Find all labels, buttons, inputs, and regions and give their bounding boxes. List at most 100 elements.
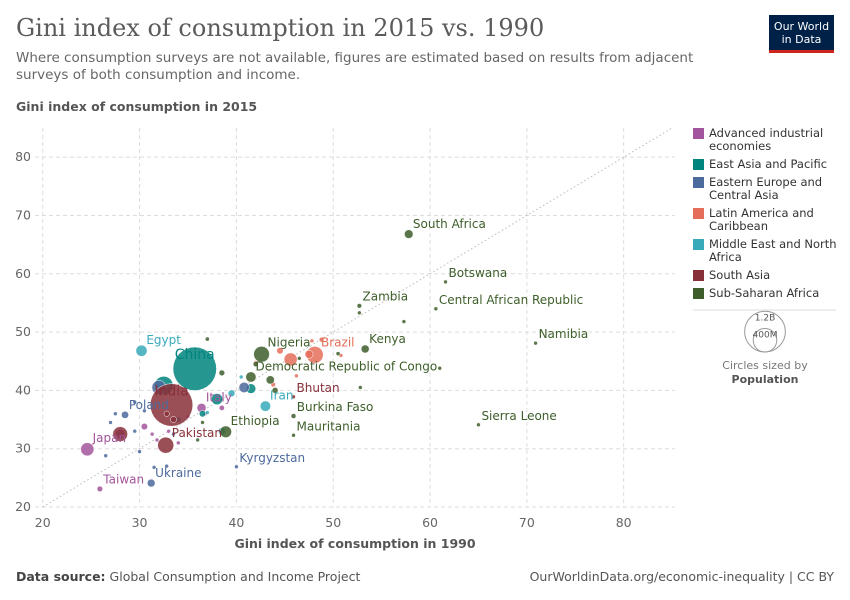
y-axis-title: Gini index of consumption in 2015 (16, 99, 257, 114)
bubble (401, 319, 407, 324)
bubble (80, 442, 95, 457)
bubble (252, 361, 259, 368)
bubble (360, 344, 370, 354)
bubble (265, 375, 275, 385)
y-tick-label: 40 (15, 382, 31, 397)
bubble (142, 408, 147, 414)
bubble (132, 399, 137, 405)
bubble (112, 426, 128, 442)
point-label: Poland (129, 398, 169, 412)
legend-item[interactable]: South Asia (693, 269, 843, 282)
point-label: Egypt (146, 333, 181, 347)
bubble (195, 437, 200, 443)
footer-source: Data source: Global Consumption and Inco… (16, 569, 360, 584)
point-label: Botswana (449, 266, 508, 280)
bubble (234, 464, 239, 470)
bubble (96, 485, 103, 492)
size-legend-circle (752, 327, 778, 353)
bubble (294, 373, 299, 379)
legend-item[interactable]: Advanced industrial economies (693, 127, 843, 153)
bubble (121, 410, 129, 419)
bubble (238, 382, 250, 393)
bubble (227, 389, 236, 397)
point-label: Italy (206, 391, 232, 405)
bubble (205, 410, 210, 415)
logo-line: in Data (781, 33, 822, 46)
size-legend-title: Circles sized by (722, 359, 808, 372)
bubble (113, 411, 118, 416)
bubble (149, 383, 194, 427)
x-tick-label: 20 (35, 515, 51, 530)
bubble (103, 453, 108, 458)
chart-title: Gini index of consumption in 2015 vs. 19… (16, 14, 545, 42)
size-legend-label: 1.2B (755, 313, 776, 323)
chart-subtitle: Where consumption surveys are not availa… (16, 50, 694, 83)
logo-line: Our World (773, 20, 830, 33)
point-label: Ethiopia (231, 414, 280, 428)
bubble (283, 352, 298, 367)
bubble (238, 374, 244, 380)
point-label: Kenya (369, 332, 406, 346)
logo[interactable]: Our World in Data (769, 15, 834, 53)
point-label: Zambia (363, 290, 409, 304)
source-label: Data source: (16, 569, 106, 584)
bubble (297, 356, 302, 361)
legend-item[interactable]: Eastern Europe and Central Asia (693, 176, 843, 202)
legend-item[interactable]: Sub-Saharan Africa (693, 287, 843, 300)
size-legend-label: 400M (753, 330, 778, 340)
bubble (433, 306, 439, 312)
bubble (290, 413, 297, 419)
bubble (149, 431, 155, 437)
bubble (443, 279, 448, 285)
point-label: Namibia (539, 327, 589, 341)
legend-item[interactable]: Latin America and Caribbean (693, 207, 843, 233)
legend-label: South Asia (709, 268, 771, 282)
bubble (271, 387, 279, 394)
bubble (358, 385, 363, 390)
bubble (318, 336, 325, 343)
legend-swatch (693, 239, 704, 250)
source: Global Consumption and Income Project (109, 569, 361, 584)
bubble (245, 371, 257, 383)
bubble (218, 369, 225, 377)
x-tick-label: 40 (228, 515, 244, 530)
bubble (291, 394, 296, 400)
point-label: Mauritania (297, 419, 361, 433)
bubble (437, 365, 442, 371)
legend-swatch (693, 270, 704, 281)
y-tick-label: 20 (15, 499, 31, 514)
bubble (135, 344, 148, 357)
point-label: Bhutan (297, 381, 340, 395)
legend-label: Advanced industrial economies (709, 126, 824, 153)
bubble (291, 433, 296, 438)
point-label: Pakistan (172, 426, 222, 440)
point-label: Kyrgyzstan (239, 451, 305, 465)
bubble (137, 449, 142, 454)
x-tick-label: 50 (325, 515, 341, 530)
bubble (404, 229, 414, 239)
bubble (176, 440, 181, 446)
y-tick-label: 50 (15, 324, 31, 339)
legend-label: East Asia and Pacific (709, 157, 828, 171)
bubble (157, 436, 175, 454)
y-tick-label: 60 (15, 266, 31, 281)
point-label: India (154, 383, 188, 399)
legend-item[interactable]: Middle East and North Africa (693, 238, 843, 264)
y-tick-label: 80 (15, 149, 31, 164)
bubble (200, 420, 205, 425)
point-label: Brazil (321, 336, 355, 350)
legend-label: Sub-Saharan Africa (709, 286, 820, 300)
bubble (166, 428, 171, 434)
point-label: Sierra Leone (481, 409, 556, 423)
bubble (146, 478, 156, 488)
bubble (205, 336, 210, 342)
bubble (253, 346, 270, 363)
bubble (163, 410, 170, 417)
legend-item[interactable]: East Asia and Pacific (693, 158, 843, 171)
point-label: Nigeria (268, 335, 311, 349)
legend-label: Middle East and North Africa (709, 237, 837, 264)
point-label: Ukraine (155, 466, 201, 480)
footer-link[interactable]: OurWorldinData.org/economic-inequality |… (529, 569, 834, 584)
legend-label: Latin America and Caribbean (709, 206, 814, 233)
